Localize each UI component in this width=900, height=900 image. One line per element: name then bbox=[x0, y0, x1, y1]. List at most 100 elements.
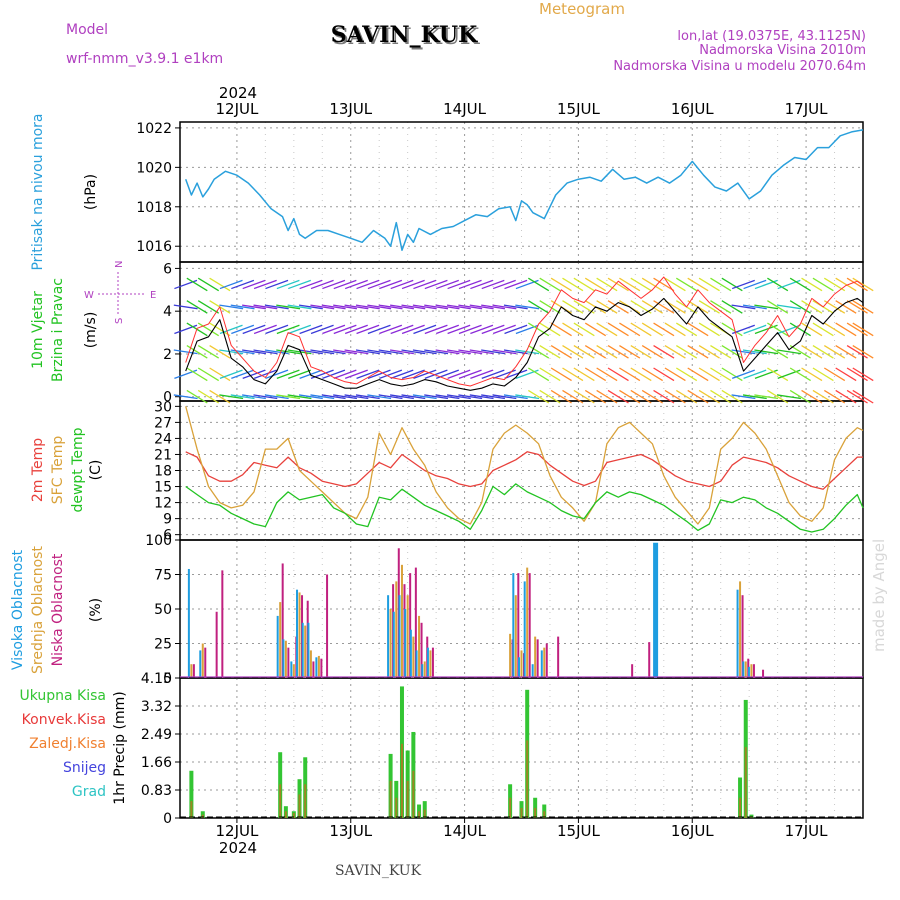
wind-barb bbox=[378, 349, 403, 355]
wind-barb bbox=[812, 322, 834, 337]
wind-barb bbox=[344, 279, 368, 290]
wind-barb bbox=[492, 394, 517, 400]
wind-dir-E: E bbox=[150, 290, 156, 301]
wind-barb bbox=[173, 394, 198, 400]
wind-gust-line bbox=[185, 276, 864, 387]
precip-bar-conv bbox=[534, 807, 537, 818]
precip-bar-conv bbox=[739, 797, 742, 818]
wind-barb bbox=[754, 349, 779, 355]
wind-barb bbox=[219, 279, 243, 290]
wind-barb bbox=[356, 279, 380, 290]
wind-barb bbox=[276, 304, 301, 310]
temperature-ytick-label: 18 bbox=[154, 464, 172, 480]
plot-layer bbox=[173, 129, 874, 818]
wind-barb bbox=[401, 324, 425, 335]
wind-barb bbox=[721, 389, 743, 404]
wind-barb bbox=[447, 279, 471, 290]
cloud-bar-mid bbox=[520, 650, 523, 678]
wind-barb bbox=[777, 304, 801, 310]
cloud-bar-low bbox=[648, 642, 651, 678]
wind-barb bbox=[242, 394, 266, 400]
wind-barb bbox=[481, 279, 505, 290]
wind-barb bbox=[333, 304, 358, 310]
wind-barb bbox=[742, 394, 767, 400]
wind-barb bbox=[562, 344, 584, 359]
wind-barb bbox=[503, 304, 528, 310]
day-label-bottom: 17JUL bbox=[785, 822, 828, 840]
temp-ylabel-2: SFC Temp bbox=[50, 436, 66, 505]
wind-barb bbox=[367, 349, 392, 355]
wind-barb bbox=[675, 344, 698, 359]
wind-barb bbox=[458, 324, 482, 335]
cloud-bar-mid bbox=[406, 595, 409, 678]
cloud-unit: (%) bbox=[88, 598, 104, 622]
pressure-line bbox=[184, 129, 864, 251]
wind-barb bbox=[573, 277, 595, 292]
precip-bar-conv bbox=[509, 797, 512, 818]
wind-barb bbox=[344, 324, 368, 335]
wind-barb bbox=[253, 394, 278, 400]
wind-barb bbox=[265, 324, 289, 335]
wind-barb bbox=[641, 300, 663, 314]
wind-barb bbox=[539, 344, 561, 359]
wind-barb bbox=[731, 279, 755, 290]
wind-barb bbox=[458, 394, 483, 400]
wind-barb bbox=[641, 277, 663, 292]
wind-barb bbox=[209, 322, 231, 337]
wind-barb bbox=[852, 367, 874, 382]
wind-barb bbox=[596, 367, 618, 382]
precip-ytick-label: 3.32 bbox=[141, 699, 172, 715]
precip-bar-conv bbox=[395, 797, 398, 818]
cloud-bar-high bbox=[301, 622, 304, 678]
wind-unit: (m/s) bbox=[83, 312, 99, 349]
wind-barb bbox=[390, 279, 414, 290]
cloud-bar-high bbox=[199, 650, 202, 678]
wind-barb bbox=[767, 277, 789, 292]
wind-barb bbox=[492, 324, 516, 335]
wind-barb bbox=[276, 279, 300, 290]
wind-barb bbox=[767, 389, 789, 404]
wind-barb bbox=[310, 394, 335, 400]
wind-barb bbox=[562, 322, 584, 337]
wind-barb bbox=[687, 344, 709, 359]
wind-barb bbox=[186, 277, 208, 292]
wind-barb bbox=[528, 367, 550, 382]
wind-barb bbox=[731, 304, 756, 310]
wind-barb bbox=[219, 394, 244, 400]
wind-barb bbox=[721, 322, 743, 337]
wind-barb bbox=[333, 324, 357, 335]
cloud-bar-high bbox=[290, 661, 293, 678]
cloud-bar-low bbox=[741, 595, 744, 678]
wind-barb bbox=[596, 300, 618, 314]
precip-bar-conv bbox=[201, 814, 204, 818]
wind-barb bbox=[242, 304, 266, 310]
wind-barb bbox=[528, 300, 550, 314]
wind-barb bbox=[367, 324, 391, 335]
wind-barb bbox=[562, 300, 584, 314]
wind-barb bbox=[469, 349, 494, 355]
wind-barb bbox=[469, 304, 494, 310]
wind-barb bbox=[186, 367, 208, 382]
wind-barb bbox=[550, 277, 572, 292]
wind-barb bbox=[322, 324, 346, 335]
wind-barb bbox=[823, 300, 846, 314]
wind-barb bbox=[310, 279, 334, 290]
wind-barb bbox=[721, 367, 743, 382]
wind-barb bbox=[743, 279, 767, 290]
wind-barb bbox=[550, 344, 572, 359]
temperature-ytick-label: 6 bbox=[163, 528, 172, 544]
wind-barb bbox=[197, 367, 220, 382]
wind-barb bbox=[412, 349, 437, 355]
day-label-bottom: 12JUL bbox=[215, 822, 258, 840]
wind-barb bbox=[584, 389, 607, 404]
wind-barb bbox=[401, 279, 425, 290]
wind-barb bbox=[852, 300, 874, 314]
year-bottom: 2024 bbox=[219, 839, 257, 857]
cloud-bar-low bbox=[545, 643, 548, 678]
cloud-bar-low bbox=[326, 574, 329, 678]
pressure-unit: (hPa) bbox=[83, 174, 99, 210]
cloud-bar-mid bbox=[201, 643, 204, 678]
wind-barb bbox=[619, 277, 641, 292]
wind-barb bbox=[698, 322, 720, 337]
temperature-ytick-label: 24 bbox=[154, 431, 172, 447]
